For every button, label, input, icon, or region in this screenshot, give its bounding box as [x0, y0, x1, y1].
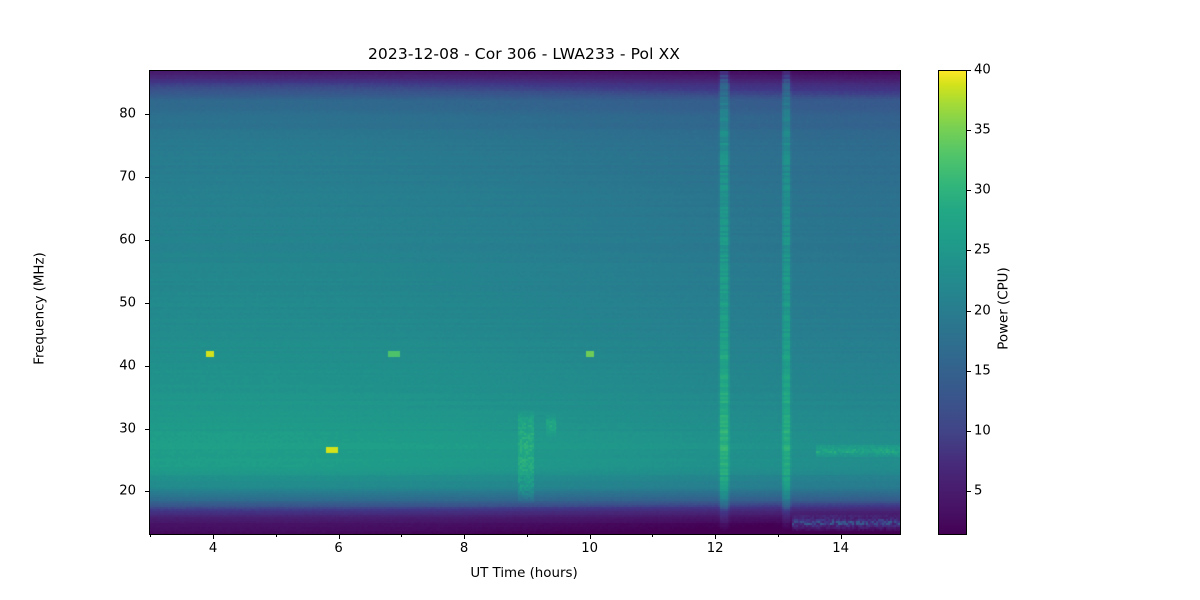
colorbar-tick [966, 490, 971, 492]
x-tick-label: 14 [832, 541, 850, 556]
colorbar-tick-label: 10 [974, 423, 991, 439]
x-tick-label: 10 [581, 541, 598, 556]
y-major-tick [144, 491, 149, 493]
y-tick-label: 60 [119, 232, 136, 248]
x-minor-tick [275, 534, 277, 537]
x-major-tick [464, 534, 466, 539]
colorbar-tick-label: 15 [974, 363, 991, 379]
x-tick-label: 6 [334, 541, 343, 556]
x-tick-label: 8 [459, 541, 469, 556]
colorbar-tick [966, 70, 971, 71]
y-tick-label: 30 [119, 421, 136, 437]
spectrogram-image [150, 71, 900, 534]
colorbar-tick [966, 310, 971, 312]
y-major-tick [144, 428, 149, 430]
y-major-tick [144, 239, 149, 241]
x-minor-tick [777, 534, 779, 537]
x-axis-title: UT Time (hours) [470, 566, 578, 581]
colorbar-tick [966, 370, 971, 372]
y-major-tick [144, 114, 149, 116]
y-major-tick [144, 302, 149, 304]
x-major-tick [213, 534, 215, 539]
x-tick-label: 4 [208, 541, 218, 556]
y-tick-label: 70 [119, 169, 136, 185]
y-major-tick [144, 365, 149, 367]
colorbar-tick [966, 190, 971, 192]
colorbar-title: Power (CPU) [996, 267, 1012, 350]
colorbar-tick-label: 5 [974, 483, 983, 499]
y-axis-title: Frequency (MHz) [32, 252, 48, 365]
colorbar-tick-label: 35 [974, 122, 991, 138]
colorbar[interactable] [938, 70, 967, 535]
x-major-tick [840, 534, 842, 539]
y-tick-label: 40 [119, 358, 136, 374]
colorbar-tick-label: 20 [974, 303, 991, 319]
x-major-tick [715, 534, 717, 539]
x-minor-tick [526, 534, 528, 537]
y-tick-label: 80 [119, 106, 136, 122]
colorbar-tick [966, 250, 971, 252]
colorbar-tick-label: 30 [974, 182, 991, 198]
y-major-tick [144, 176, 149, 178]
y-tick-label: 50 [119, 295, 136, 311]
x-major-tick [338, 534, 340, 539]
colorbar-tick [966, 430, 971, 432]
y-tick-label: 20 [119, 483, 136, 499]
x-minor-tick [150, 534, 152, 537]
x-minor-tick [401, 534, 403, 537]
x-minor-tick [652, 534, 654, 537]
colorbar-tick [966, 130, 971, 132]
x-major-tick [589, 534, 591, 539]
spectrogram-axes[interactable] [149, 70, 901, 535]
chart-title: 2023-12-08 - Cor 306 - LWA233 - Pol XX [367, 45, 681, 63]
colorbar-tick-label: 25 [974, 242, 991, 258]
x-tick-label: 12 [706, 541, 724, 556]
colorbar-tick-label: 40 [974, 62, 991, 78]
